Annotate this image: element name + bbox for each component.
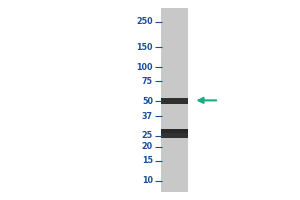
Text: 50: 50 <box>142 97 153 106</box>
Text: 15: 15 <box>142 156 153 165</box>
Text: 20: 20 <box>142 142 153 151</box>
Text: 250: 250 <box>136 17 153 26</box>
Text: 100: 100 <box>136 63 153 72</box>
Bar <box>160 129 188 133</box>
Bar <box>160 98 188 104</box>
Text: 10: 10 <box>142 176 153 185</box>
Bar <box>160 133 188 138</box>
Text: 37: 37 <box>142 112 153 121</box>
Bar <box>160 8 188 192</box>
Text: 25: 25 <box>142 131 153 140</box>
Text: 75: 75 <box>142 77 153 86</box>
Text: 150: 150 <box>136 43 153 52</box>
